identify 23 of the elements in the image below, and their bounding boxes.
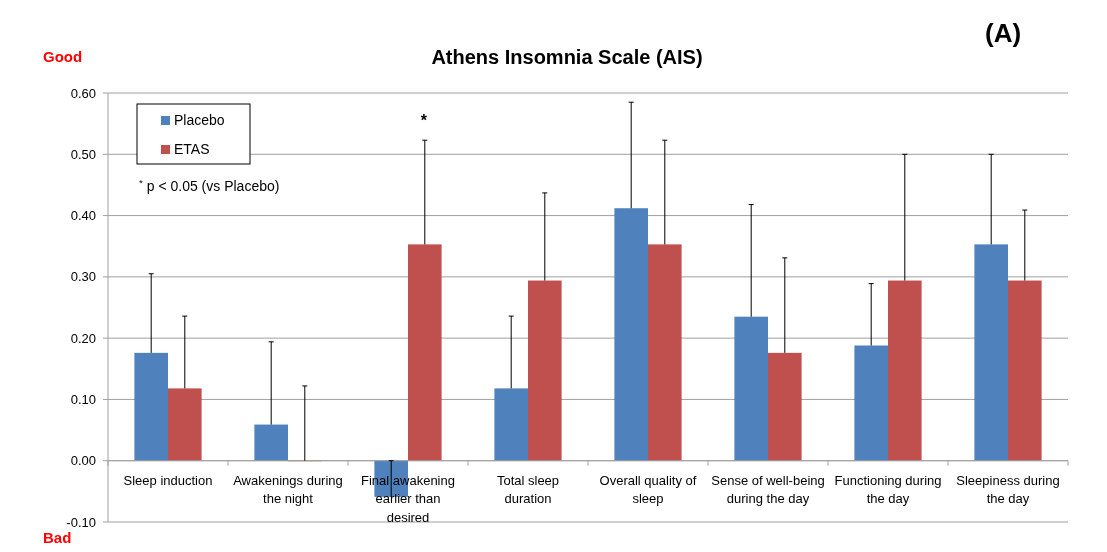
x-tick-label: Sleep induction xyxy=(123,472,213,488)
legend-label: Placebo xyxy=(174,112,225,129)
y-tick-label: 0.50 xyxy=(70,146,96,162)
chart-title: Athens Insomnia Scale (AIS) xyxy=(431,46,703,68)
x-tick-label: Awakenings during the night xyxy=(233,472,343,507)
text: Good xyxy=(43,48,83,65)
y-tick-label: 0.40 xyxy=(70,208,96,224)
x-tick-label: Sleepiness during the day xyxy=(956,472,1060,507)
y-tick-label: 0.00 xyxy=(70,453,96,469)
y-tick-label: 0.60 xyxy=(70,85,96,101)
annotation: $^{*}$ p < 0.05 (vs Placebo) xyxy=(139,176,280,194)
y-tick-label: 0.20 xyxy=(70,330,96,346)
text: (A) xyxy=(985,18,1022,48)
text: Bad xyxy=(43,529,72,546)
x-tick-label: Sense of well-being during the day xyxy=(711,472,825,507)
legend-label: ETAS xyxy=(174,141,210,158)
y-tick-label: 0.10 xyxy=(70,391,96,407)
x-tick-label: Total sleep duration xyxy=(496,472,560,507)
annotation: * xyxy=(420,112,428,129)
y-tick-label: -0.10 xyxy=(66,514,96,530)
x-tick-label: Overall quality of sleep xyxy=(599,472,697,507)
x-tick-label: Functioning during the day xyxy=(834,472,942,507)
y-tick-label: 0.30 xyxy=(70,269,96,285)
